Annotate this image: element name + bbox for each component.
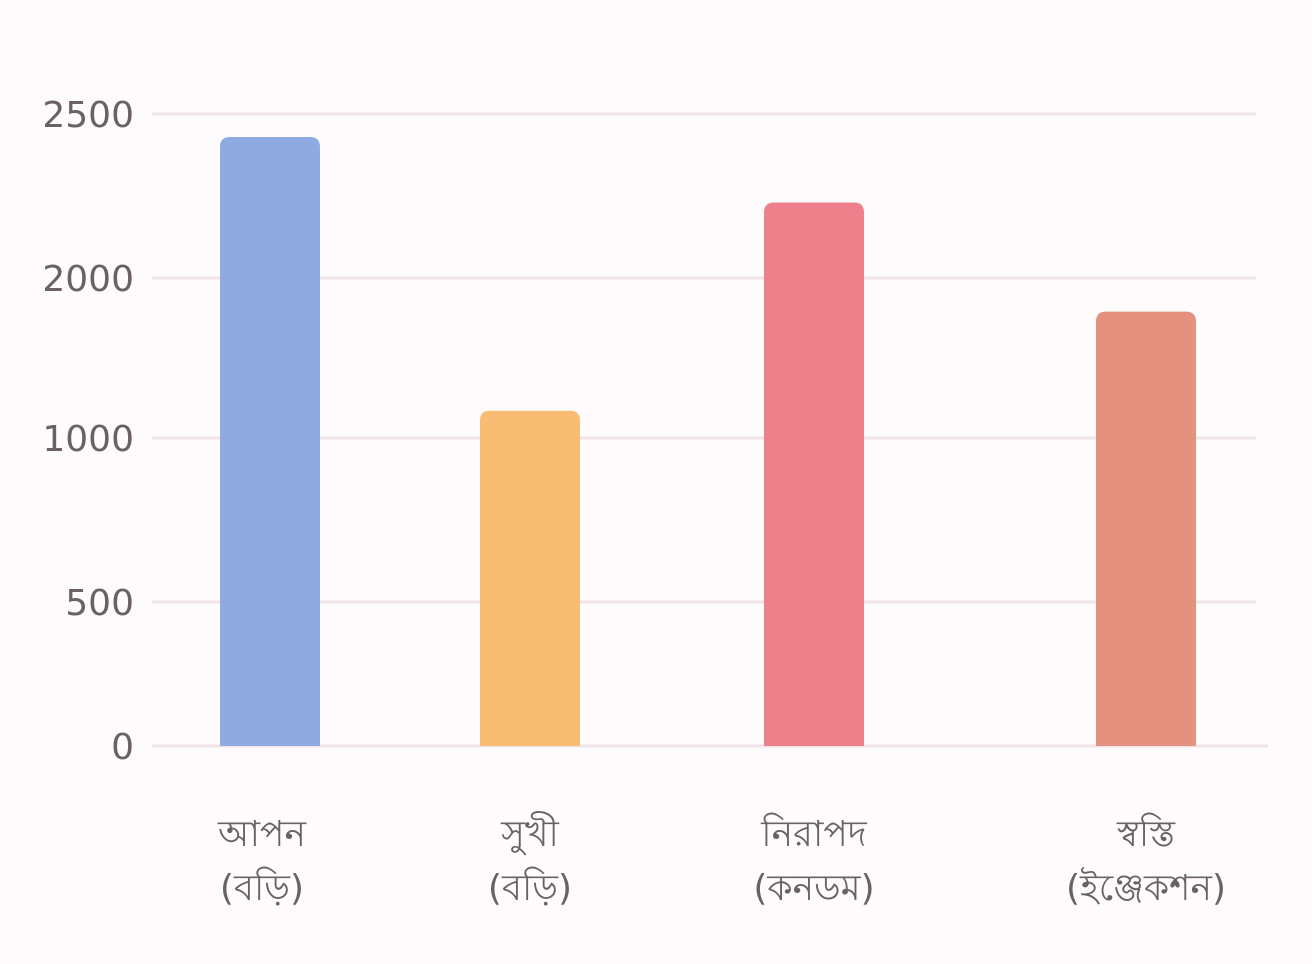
y-tick-label: 500 <box>65 583 134 624</box>
x-category-label: সুখী <box>500 811 559 856</box>
x-category-label: আপন <box>217 814 306 855</box>
y-tick-label: 0 <box>111 727 134 768</box>
bar-1 <box>480 410 580 746</box>
bars <box>220 136 1196 746</box>
x-category-label: (বড়ি) <box>220 867 304 909</box>
x-category-label: (বড়ি) <box>488 867 572 909</box>
x-category-label: স্বস্তি <box>1116 813 1176 855</box>
x-category-label: (কনডম) <box>753 868 874 909</box>
y-tick-label: 2000 <box>42 259 134 300</box>
x-axis-category-labels: আপন (বড়ি) সুখী (বড়ি) নিরাপদ (কনডম) স্বস্তি (ই… <box>217 811 1226 909</box>
y-tick-label: 1000 <box>42 419 134 460</box>
bar-0 <box>220 136 320 746</box>
bar-2 <box>764 202 864 746</box>
y-tick-label: 2500 <box>42 95 134 136</box>
x-category-label: (ইঞ্জেকশন) <box>1066 867 1226 909</box>
grid-lines <box>152 112 1268 748</box>
x-category-label: নিরাপদ <box>760 813 867 855</box>
bar-3 <box>1096 311 1196 746</box>
y-axis-tick-labels: 0 500 1000 2000 2500 <box>42 95 134 768</box>
